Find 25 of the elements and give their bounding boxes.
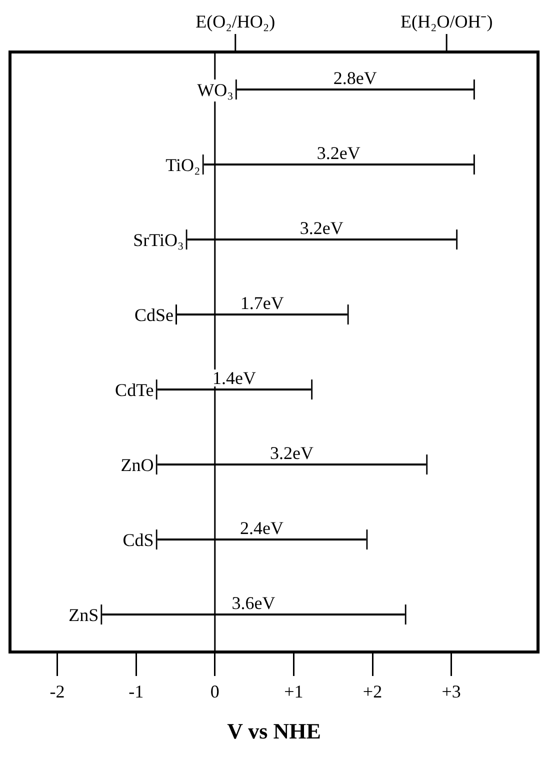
x-tick-label: +3 [442, 682, 461, 702]
x-tick-label: -1 [128, 682, 144, 702]
y-tick-label: CdS [122, 530, 154, 550]
ref-line-label: E(H₂O/OH⁻) [400, 12, 493, 32]
annotation: 2.4eV [240, 518, 284, 538]
annotation: 3.6eV [232, 593, 276, 614]
x-axis-title: V vs NHE [227, 718, 321, 744]
y-tick-label: CdSe [134, 305, 174, 326]
y-tick-label: TiO₂ [166, 155, 200, 176]
y-tick-label: ZnO [120, 455, 154, 476]
y-tick-label: CdTe [115, 380, 154, 400]
y-tick-label: ZnS [68, 605, 99, 626]
x-tick-label: -2 [50, 682, 65, 702]
y-tick-label: SrTiO₃ [133, 230, 184, 250]
annotation: 2.8eV [333, 68, 377, 88]
x-tick-label: 0 [210, 682, 220, 702]
ref-line-label: E(O₂/HO₂) [196, 12, 276, 32]
y-tick-label: WO₃ [197, 80, 234, 100]
x-tick-label: +2 [362, 682, 382, 702]
annotation: 1.4eV [212, 368, 256, 388]
annotation: 1.7eV [240, 293, 284, 314]
annotation: 3.2eV [270, 443, 314, 464]
annotation: 3.2eV [300, 218, 344, 238]
annotation: 3.2eV [316, 143, 360, 164]
x-tick-label: +1 [284, 682, 304, 702]
